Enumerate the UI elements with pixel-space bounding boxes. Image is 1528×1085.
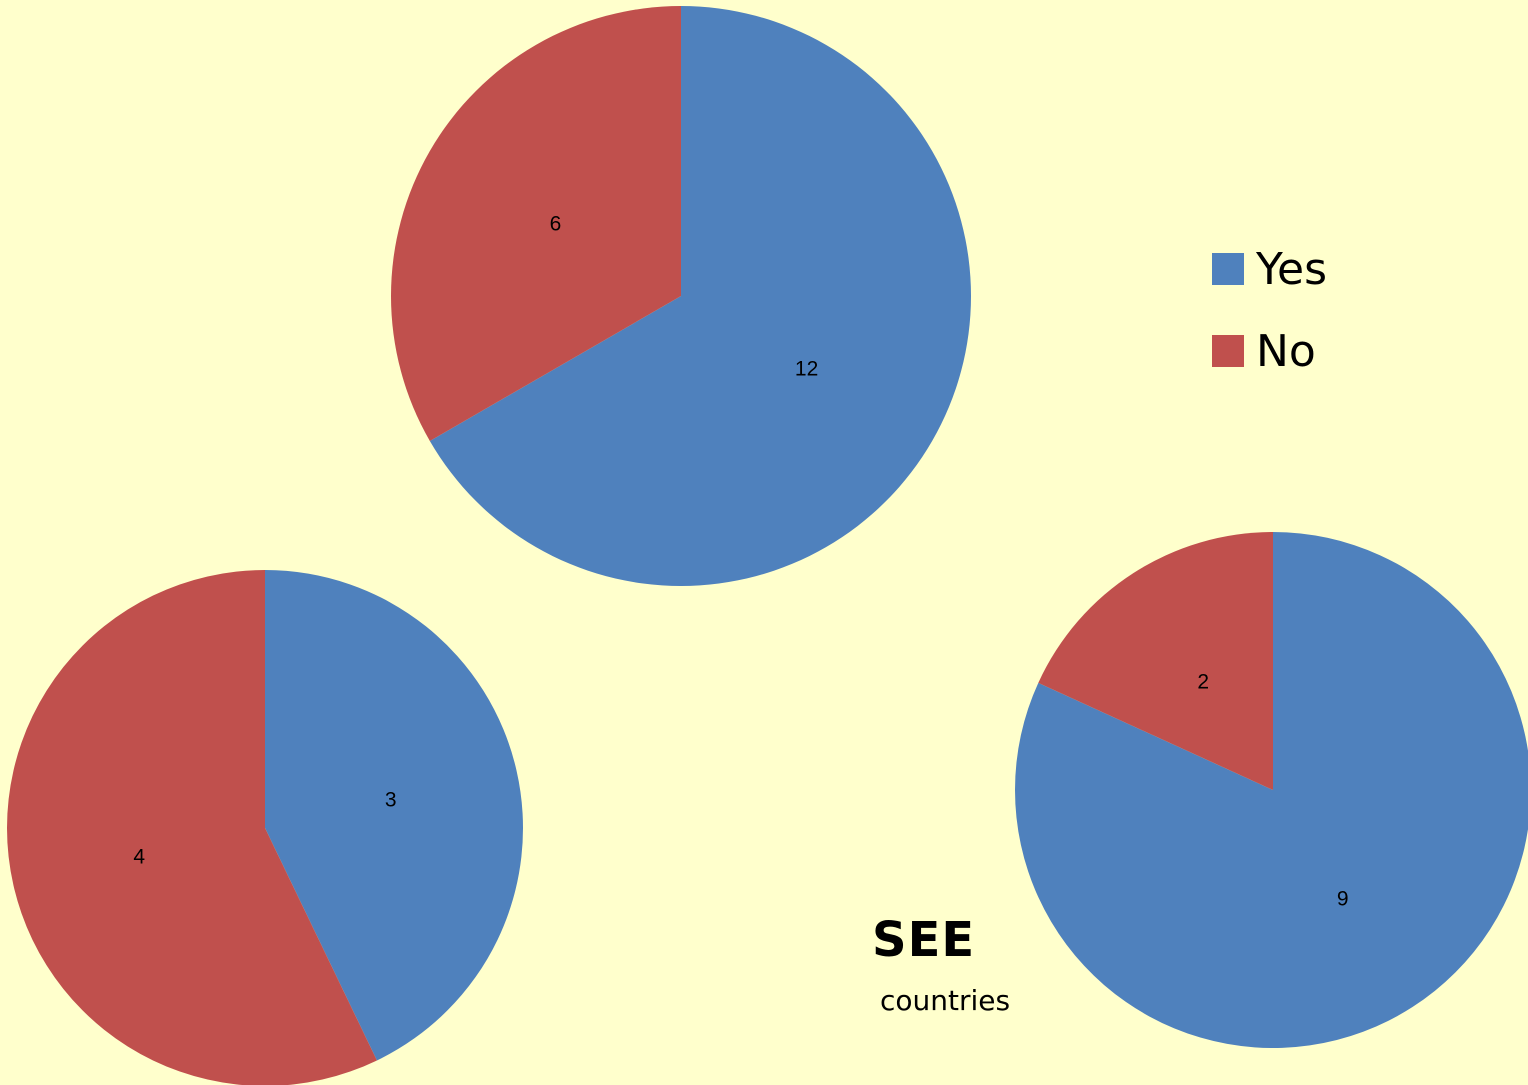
legend-swatch-yes (1212, 253, 1244, 285)
pie-left-label-yes: 3 (385, 788, 397, 811)
pie-top-label-no: 6 (550, 213, 562, 236)
pie-top-slice-no (391, 6, 681, 441)
chart-legend: Yes No (1212, 228, 1327, 392)
caption-subtitle: countries (880, 984, 1011, 1017)
legend-item-no: No (1212, 310, 1327, 392)
legend-swatch-no (1212, 335, 1244, 367)
pie-top: 12 6 (391, 6, 971, 586)
pie-right-slice-yes (1015, 532, 1528, 1048)
legend-label-yes: Yes (1256, 243, 1328, 295)
pie-right-slice-no (1038, 532, 1273, 790)
pie-left-slice-no (7, 570, 377, 1085)
pie-right-label-yes: 9 (1337, 888, 1349, 911)
pie-top-label-yes: 12 (795, 358, 818, 381)
pie-right: 92 (1015, 532, 1528, 1048)
pie-left: 34 (7, 570, 523, 1085)
legend-label-no: No (1256, 325, 1316, 377)
caption-title: SEE (872, 912, 976, 968)
pie-top-slice-yes (429, 6, 971, 586)
legend-item-yes: Yes (1212, 228, 1327, 310)
pie-left-slice-yes (265, 570, 523, 1061)
pie-right-label-no: 2 (1197, 670, 1209, 693)
pie-left-label-no: 4 (133, 846, 145, 869)
